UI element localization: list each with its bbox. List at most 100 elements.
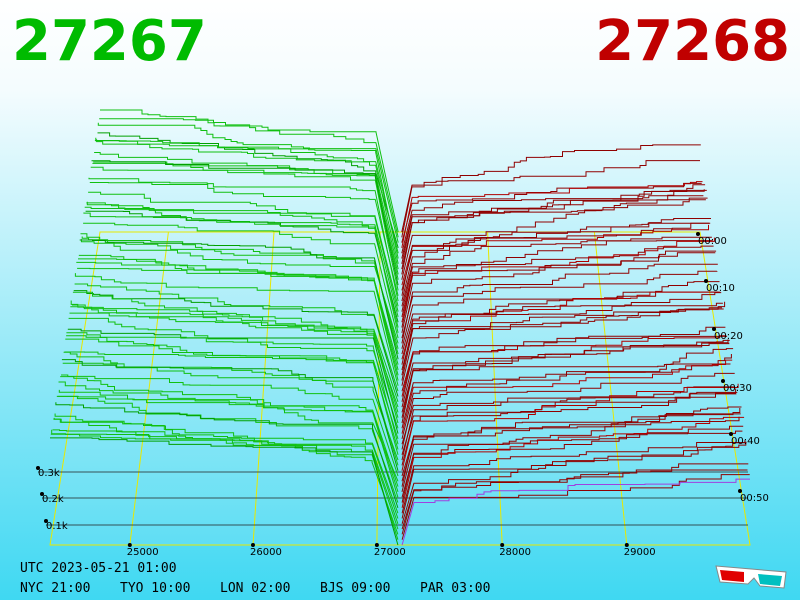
ask-depth-curve — [401, 348, 734, 440]
bid-depth-curve — [67, 328, 399, 434]
ask-depth-curve — [401, 335, 728, 402]
bid-depth-curve — [94, 152, 399, 270]
ask-depth-curve — [401, 263, 718, 344]
ask-depth-curve — [401, 301, 726, 386]
ask-depth-curve — [401, 292, 722, 365]
ask-depth-curve — [401, 354, 732, 429]
bid-depth-curve — [86, 201, 399, 312]
ask-depth-curve — [401, 386, 734, 445]
bid-depth-curve — [70, 306, 399, 418]
bid-depth-curve — [74, 283, 399, 392]
bid-depth-curve — [58, 389, 399, 487]
bid-depth-curve — [55, 402, 399, 509]
ask-depth-curve — [401, 236, 712, 307]
ask-depth-curve — [401, 413, 741, 487]
bid-price: 27267 — [12, 9, 207, 74]
bid-depth-curve — [88, 177, 399, 302]
price-tick — [127, 543, 132, 547]
ask-depth-curve — [401, 302, 723, 376]
bid-depth-curve — [58, 381, 399, 493]
ask-depth-curve — [401, 359, 733, 434]
bid-depth-curve — [61, 359, 399, 471]
bid-depth-curve — [74, 273, 399, 386]
ask-depth-curve — [401, 245, 714, 318]
bid-depth-curve — [92, 162, 399, 280]
ask-depth-curve — [401, 442, 747, 524]
price-tick — [624, 543, 629, 547]
bid-depth-curve — [60, 376, 399, 482]
time-label: 00:00 — [698, 236, 727, 247]
volume-tick — [36, 466, 40, 470]
volume-label: 0.2k — [42, 494, 64, 505]
bid-depth-curve — [68, 317, 399, 429]
bid-depth-curve — [99, 118, 399, 238]
ask-depth-curve — [401, 189, 707, 275]
ask-depth-curve — [401, 240, 713, 312]
ask-depth-curve — [401, 416, 740, 477]
ask-depth-curve — [401, 252, 716, 328]
bid-depth-curve — [57, 395, 399, 498]
bid-depth-curve — [79, 239, 399, 360]
time-tick — [704, 279, 708, 283]
ask-depth-curve — [401, 222, 710, 291]
ask-price: 27268 — [595, 9, 790, 74]
bid-depth-curve — [50, 437, 399, 546]
3d-glasses-icon[interactable] — [715, 565, 787, 589]
ask-depth-curve — [401, 383, 739, 471]
volume-label: 0.1k — [46, 521, 68, 532]
ask-depth-curve — [401, 441, 747, 519]
volume-label: 0.3k — [38, 468, 60, 479]
bid-depth-curve — [63, 351, 399, 461]
volume-tick — [44, 519, 48, 523]
bid-depth-curve — [80, 233, 399, 355]
volume-tick — [40, 492, 44, 496]
time-label: 00:10 — [706, 283, 735, 294]
time-tick — [729, 432, 733, 436]
bid-depth-curve — [62, 362, 399, 466]
time-label: 00:30 — [723, 383, 752, 394]
ask-depth-curve — [401, 195, 704, 254]
clock: NYC 21:00 — [20, 581, 90, 596]
bid-depth-curve — [52, 429, 399, 530]
bid-depth-curve — [91, 160, 399, 286]
clock: BJS 09:00 — [320, 581, 390, 596]
time-label: 00:50 — [740, 493, 769, 504]
ask-depth-curve — [401, 270, 718, 339]
axis-labels: 25000 26000 27000 28000 29000 0.1k 0.2k 0.3k 00:… — [38, 232, 769, 558]
bid-depth-curve — [65, 338, 399, 450]
price-label: 27000 — [374, 547, 406, 558]
bid-depth-curve — [84, 206, 399, 328]
price-label: 29000 — [624, 547, 656, 558]
ask-depth-curve — [401, 291, 721, 360]
price-label: 25000 — [127, 547, 159, 558]
price-tick — [251, 543, 255, 547]
bid-depth-curve — [72, 291, 399, 402]
bid-depth-curve — [64, 351, 399, 455]
bid-depth-curve — [66, 335, 399, 445]
bid-depth-curve — [100, 109, 399, 233]
bid-depth-curve — [61, 374, 399, 477]
price-label: 26000 — [250, 547, 282, 558]
time-tick — [712, 327, 716, 331]
ask-depth-curve — [401, 463, 749, 535]
ask-depth-curve — [401, 388, 737, 455]
bid-depth-curve — [83, 212, 399, 333]
bid-depth-curve — [51, 429, 399, 535]
ask-depth-curve — [401, 218, 711, 302]
bid-depth-curve — [69, 312, 399, 424]
bid-depth-curve — [76, 261, 399, 381]
bid-depth-curve — [50, 433, 399, 540]
price-tick — [374, 543, 379, 547]
ask-depth-curve — [401, 160, 700, 233]
bid-depth-curve — [94, 140, 399, 264]
time-tick — [738, 489, 742, 493]
price-grid-line — [129, 231, 169, 546]
price-label: 28000 — [499, 547, 531, 558]
ask-depth-curve — [401, 391, 738, 466]
utc-time: UTC 2023-05-21 01:00 — [20, 561, 177, 576]
bid-depth-curve — [80, 239, 399, 349]
ask-depth-curve — [401, 326, 726, 392]
bid-depth-curve — [89, 182, 399, 296]
